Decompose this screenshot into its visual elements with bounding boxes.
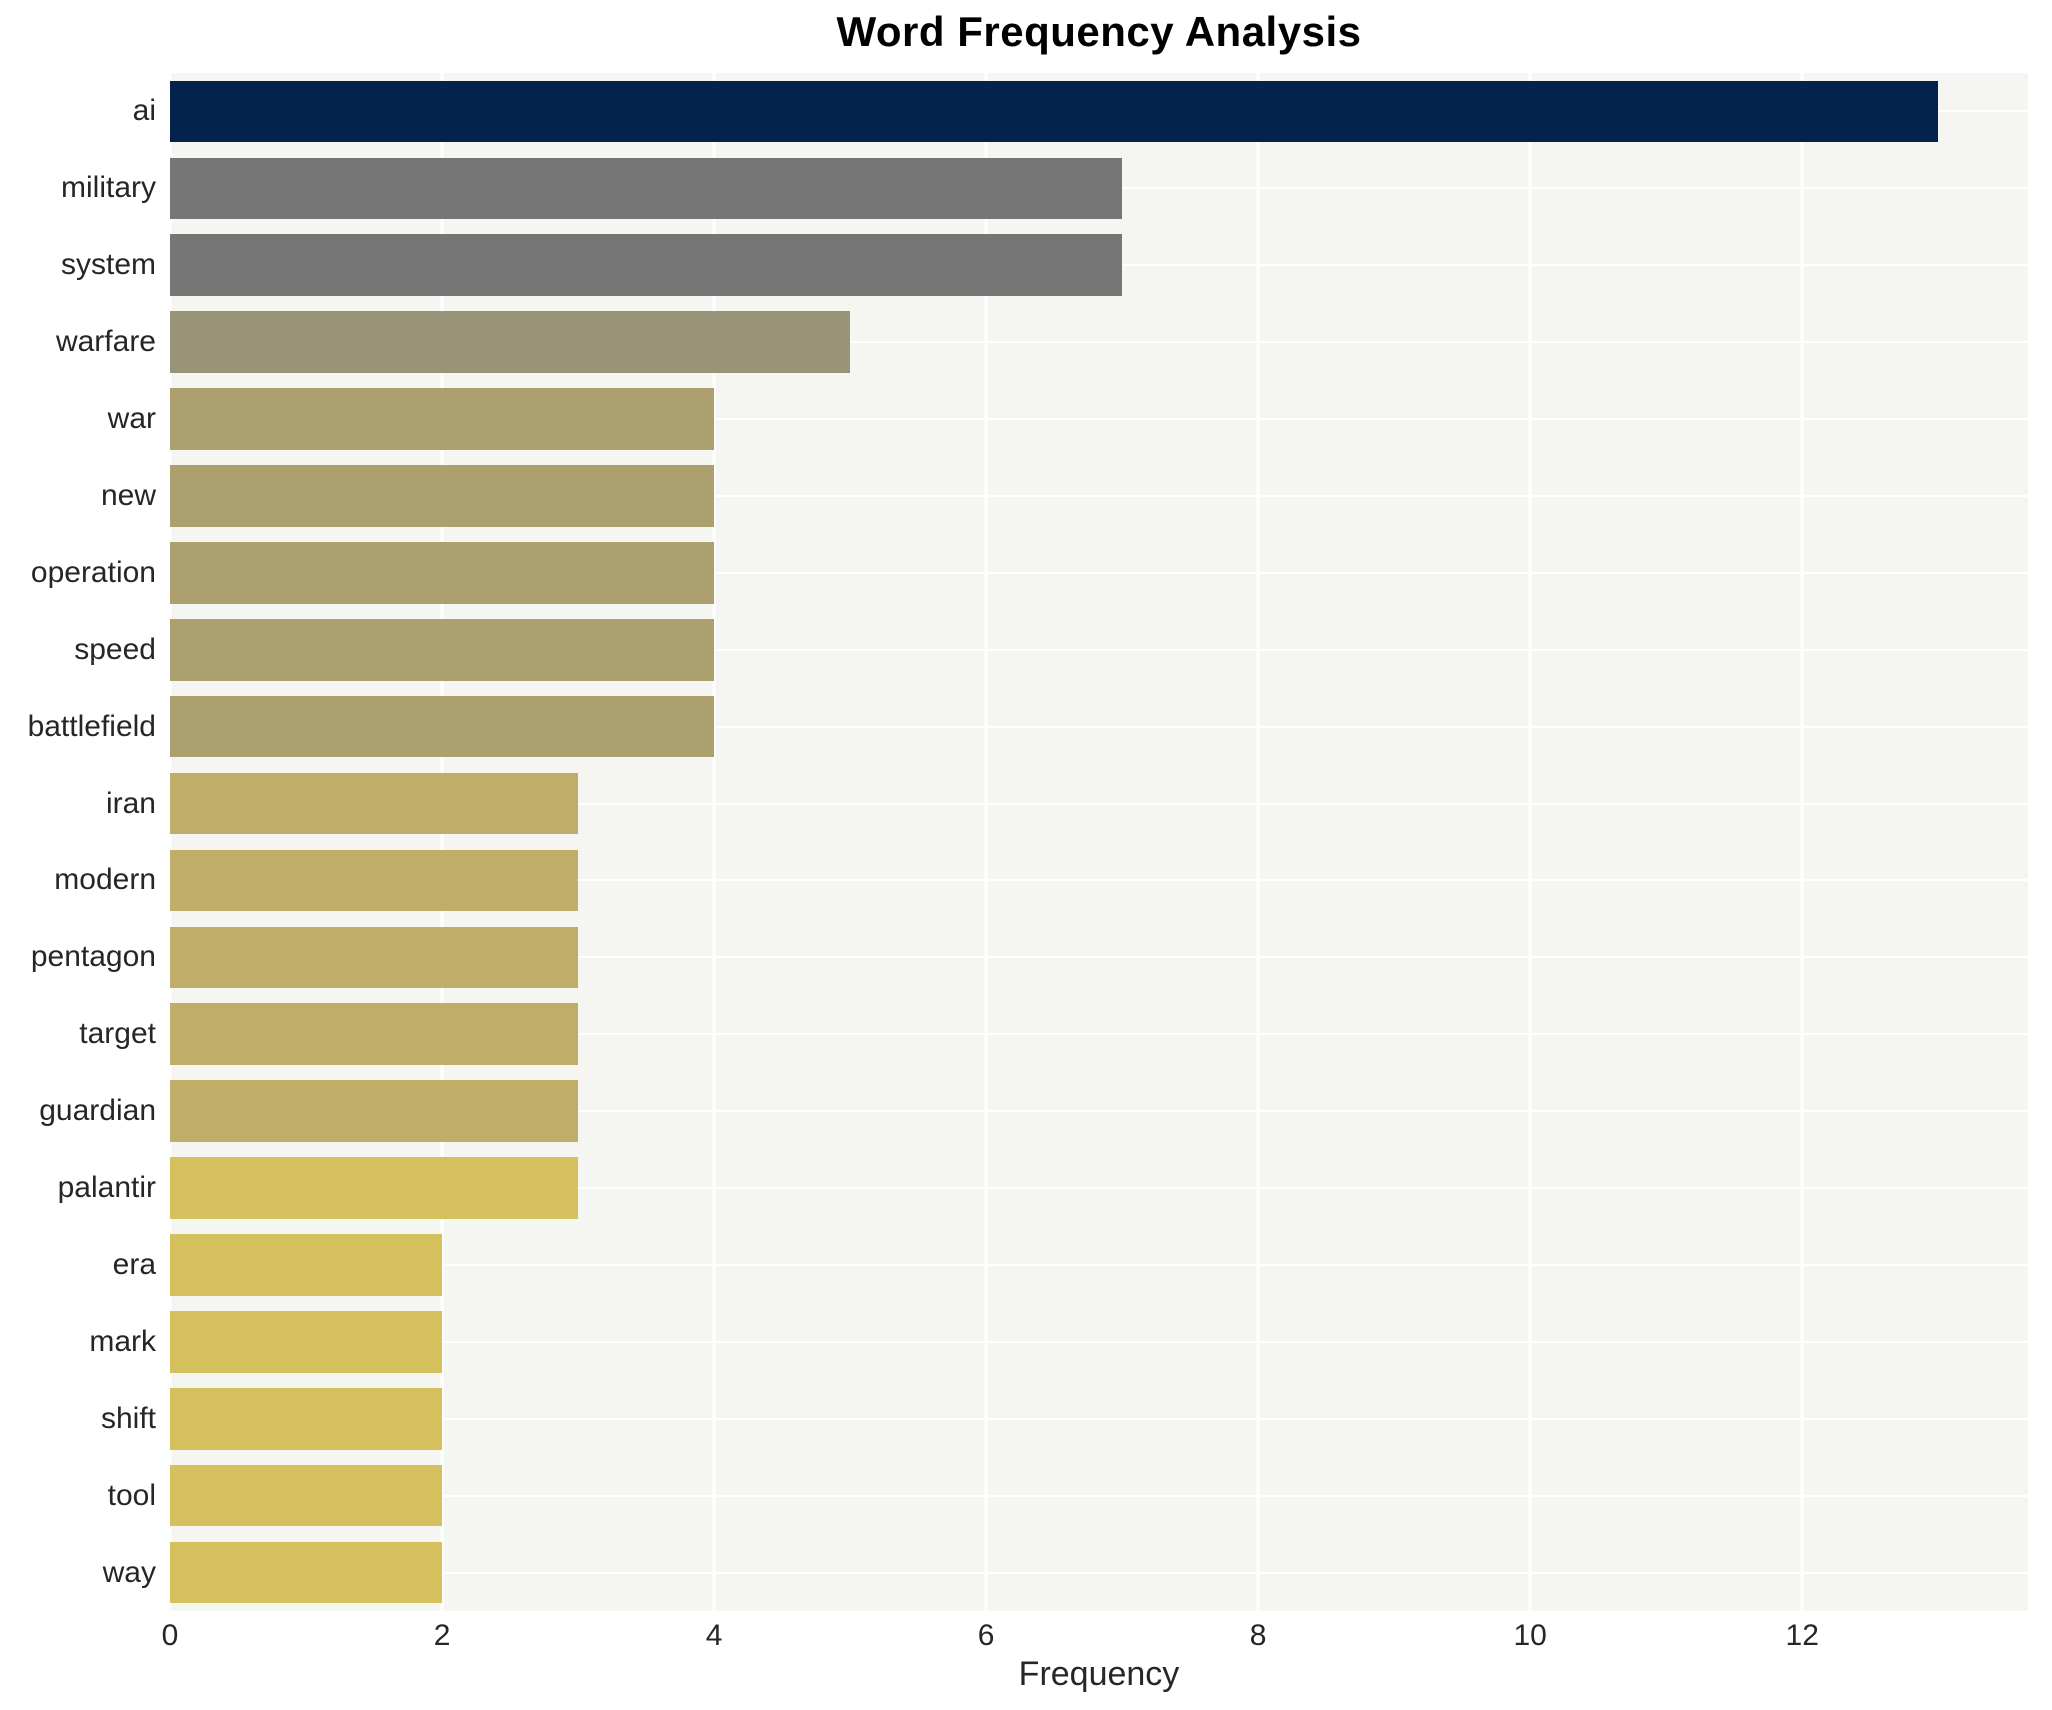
y-tick-label-war: war — [107, 402, 156, 436]
y-tick-label-modern: modern — [54, 863, 156, 897]
x-axis-label: Frequency — [1018, 1655, 1180, 1693]
plot-area — [170, 73, 2028, 1611]
gridline-vertical — [1528, 73, 1532, 1611]
x-tick-label-10: 10 — [1513, 1619, 1547, 1652]
gridline-horizontal — [170, 1033, 2028, 1036]
y-tick-label-target: target — [79, 1017, 156, 1051]
bar-palantir — [170, 1157, 579, 1219]
gridline-vertical — [1256, 73, 1260, 1611]
y-tick-label-iran: iran — [105, 786, 156, 820]
y-tick-label-pentagon: pentagon — [30, 940, 156, 974]
bar-military — [170, 157, 1123, 220]
bar-ai — [170, 80, 1939, 143]
gridline-horizontal — [170, 341, 2028, 344]
gridline-vertical — [712, 73, 716, 1611]
y-axis-labels: ai military system warfare war new operation sp… — [0, 73, 156, 1611]
y-tick-label-era: era — [112, 1247, 156, 1281]
bar-target — [170, 1003, 579, 1065]
y-tick-label-ai: ai — [132, 94, 156, 128]
gridline-horizontal — [170, 418, 2028, 421]
bar-mark — [170, 1311, 443, 1373]
bar-iran — [170, 772, 579, 835]
x-tick-label-12: 12 — [1785, 1619, 1819, 1652]
gridline-horizontal — [170, 879, 2028, 882]
bar-battlefield — [170, 695, 715, 758]
x-tick-label-6: 6 — [977, 1619, 995, 1652]
bar-warfare — [170, 311, 851, 373]
gridline-horizontal — [170, 1494, 2028, 1497]
gridline-horizontal — [170, 1417, 2028, 1420]
gridline-horizontal — [170, 1263, 2028, 1266]
chart-title: Word Frequency Analysis — [836, 8, 1362, 55]
y-tick-label-military: military — [61, 171, 156, 205]
gridline-vertical — [440, 73, 444, 1611]
y-tick-label-way: way — [102, 1555, 156, 1589]
y-tick-label-warfare: warfare — [55, 325, 156, 359]
y-tick-label-shift: shift — [100, 1401, 156, 1435]
gridline-horizontal — [170, 648, 2028, 651]
gridline-horizontal — [170, 1187, 2028, 1190]
y-tick-label-mark: mark — [89, 1324, 156, 1358]
bar-operation — [170, 542, 715, 604]
y-tick-label-operation: operation — [30, 555, 156, 589]
y-tick-label-palantir: palantir — [57, 1171, 156, 1205]
gridline-horizontal — [170, 725, 2028, 728]
bar-new — [170, 465, 715, 527]
x-tick-label-0: 0 — [161, 1619, 179, 1652]
y-tick-label-speed: speed — [74, 632, 156, 666]
bar-system — [170, 234, 1123, 296]
gridline-horizontal — [170, 802, 2028, 805]
bar-war — [170, 388, 715, 450]
gridline-horizontal — [170, 494, 2028, 497]
bar-tool — [170, 1464, 443, 1527]
bar-modern — [170, 849, 579, 912]
bar-shift — [170, 1387, 443, 1450]
bar-speed — [170, 618, 715, 681]
bar-guardian — [170, 1080, 579, 1142]
gridline-horizontal — [170, 1110, 2028, 1113]
bar-pentagon — [170, 926, 579, 989]
gridline-horizontal — [170, 1571, 2028, 1574]
x-tick-label-4: 4 — [705, 1619, 723, 1652]
gridline-horizontal — [170, 956, 2028, 959]
x-tick-label-2: 2 — [433, 1619, 451, 1652]
y-tick-label-system: system — [60, 248, 156, 282]
gridline-vertical — [984, 73, 988, 1611]
bar-way — [170, 1541, 443, 1604]
y-tick-label-tool: tool — [107, 1478, 156, 1512]
gridline-horizontal — [170, 1340, 2028, 1343]
y-tick-label-battlefield: battlefield — [27, 709, 156, 743]
gridline-vertical — [1800, 73, 1804, 1611]
gridline-horizontal — [170, 571, 2028, 574]
gridline-vertical — [170, 73, 172, 1611]
y-tick-label-guardian: guardian — [39, 1094, 156, 1128]
x-tick-label-8: 8 — [1249, 1619, 1267, 1652]
x-axis-ticks: 0 2 4 6 8 10 12 — [162, 1619, 2028, 1653]
bar-era — [170, 1234, 443, 1296]
y-tick-label-new: new — [100, 478, 156, 512]
